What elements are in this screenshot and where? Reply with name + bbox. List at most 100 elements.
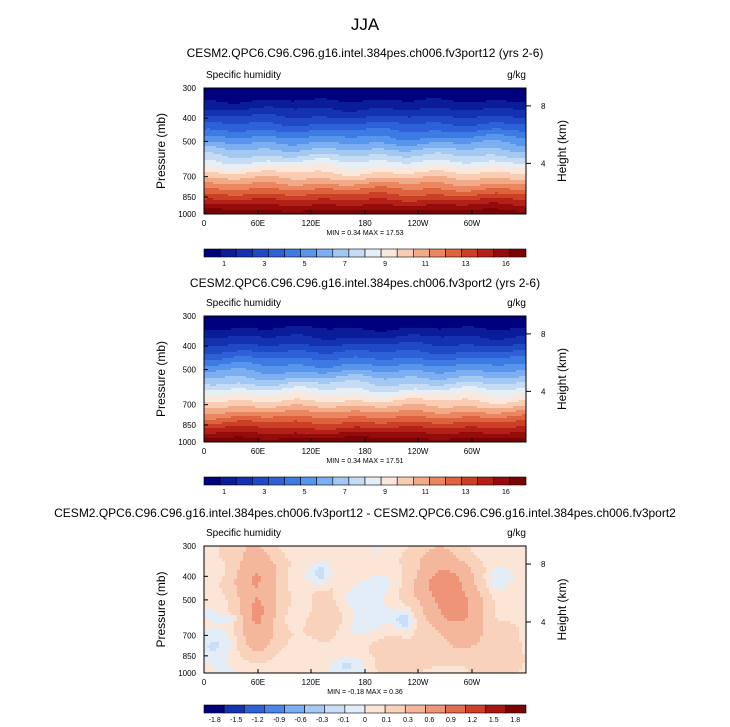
field-cell	[339, 130, 343, 133]
field-cell	[264, 180, 268, 183]
field-cell	[357, 92, 361, 95]
field-cell	[243, 200, 247, 203]
field-cell	[216, 180, 220, 183]
field-cell	[399, 172, 403, 175]
field-cell	[267, 178, 271, 181]
field-cell	[441, 90, 445, 93]
field-cell	[216, 112, 220, 115]
field-cell	[204, 116, 208, 119]
field-cell	[342, 166, 346, 169]
field-cell	[264, 142, 268, 145]
field-cell	[384, 212, 388, 214]
field-cell	[375, 162, 379, 165]
field-cell	[207, 118, 211, 121]
field-cell	[378, 212, 382, 214]
field-cell	[414, 172, 418, 175]
field-cell	[396, 96, 400, 99]
field-cell	[369, 96, 373, 99]
field-cell	[216, 110, 220, 113]
field-cell	[399, 154, 403, 157]
field-cell	[321, 196, 325, 199]
field-cell	[369, 170, 373, 173]
field-cell	[291, 156, 295, 159]
field-cell	[357, 212, 361, 214]
field-cell	[207, 156, 211, 159]
field-cell	[303, 176, 307, 179]
field-cell	[390, 96, 394, 99]
field-cell	[381, 208, 385, 211]
field-cell	[318, 176, 322, 179]
field-cell	[393, 140, 397, 143]
field-cell	[345, 198, 349, 201]
field-cell	[327, 152, 331, 155]
field-cell	[339, 188, 343, 191]
field-cell	[291, 128, 295, 131]
field-cell	[237, 192, 241, 195]
field-cell	[393, 206, 397, 209]
field-cell	[330, 204, 334, 207]
field-cell	[414, 114, 418, 117]
field-cell	[237, 204, 241, 207]
field-cell	[231, 122, 235, 125]
field-cell	[321, 128, 325, 131]
field-cell	[210, 118, 214, 121]
field-cell	[252, 140, 256, 143]
field-cell	[435, 138, 439, 141]
field-cell	[402, 188, 406, 191]
field-cell	[252, 204, 256, 207]
field-cell	[294, 192, 298, 195]
field-cell	[312, 150, 316, 153]
field-cell	[366, 104, 370, 107]
field-cell	[219, 108, 223, 111]
field-cell	[408, 156, 412, 159]
field-cell	[360, 102, 364, 105]
field-cell	[339, 182, 343, 185]
field-cell	[276, 140, 280, 143]
field-cell	[429, 108, 433, 111]
field-cell	[438, 142, 442, 145]
field-cell	[249, 100, 253, 103]
field-cell	[342, 186, 346, 189]
field-cell	[228, 160, 232, 163]
field-cell	[267, 192, 271, 195]
field-cell	[342, 154, 346, 157]
field-cell	[216, 138, 220, 141]
field-cell	[207, 116, 211, 119]
field-cell	[258, 180, 262, 183]
field-cell	[315, 146, 319, 149]
field-cell	[351, 212, 355, 214]
field-cell	[393, 94, 397, 97]
field-cell	[288, 154, 292, 157]
field-cell	[369, 164, 373, 167]
field-cell	[237, 202, 241, 205]
field-cell	[294, 108, 298, 111]
field-cell	[243, 102, 247, 105]
field-cell	[204, 170, 208, 173]
field-cell	[261, 190, 265, 193]
field-cell	[423, 90, 427, 93]
field-cell	[363, 140, 367, 143]
field-cell	[405, 164, 409, 167]
field-cell	[351, 94, 355, 97]
field-cell	[294, 186, 298, 189]
field-cell	[354, 102, 358, 105]
field-cell	[261, 152, 265, 155]
field-cell	[231, 114, 235, 117]
field-cell	[288, 114, 292, 117]
field-cell	[327, 174, 331, 177]
field-cell	[354, 118, 358, 121]
field-cell	[312, 208, 316, 211]
field-cell	[363, 158, 367, 161]
field-cell	[435, 186, 439, 189]
field-cell	[333, 128, 337, 131]
field-cell	[435, 192, 439, 195]
field-cell	[381, 188, 385, 191]
field-cell	[339, 108, 343, 111]
field-cell	[249, 192, 253, 195]
field-cell	[204, 200, 208, 203]
field-cell	[339, 134, 343, 137]
field-cell	[288, 118, 292, 121]
field-cell	[435, 188, 439, 191]
field-cell	[423, 106, 427, 109]
field-cell	[324, 164, 328, 167]
